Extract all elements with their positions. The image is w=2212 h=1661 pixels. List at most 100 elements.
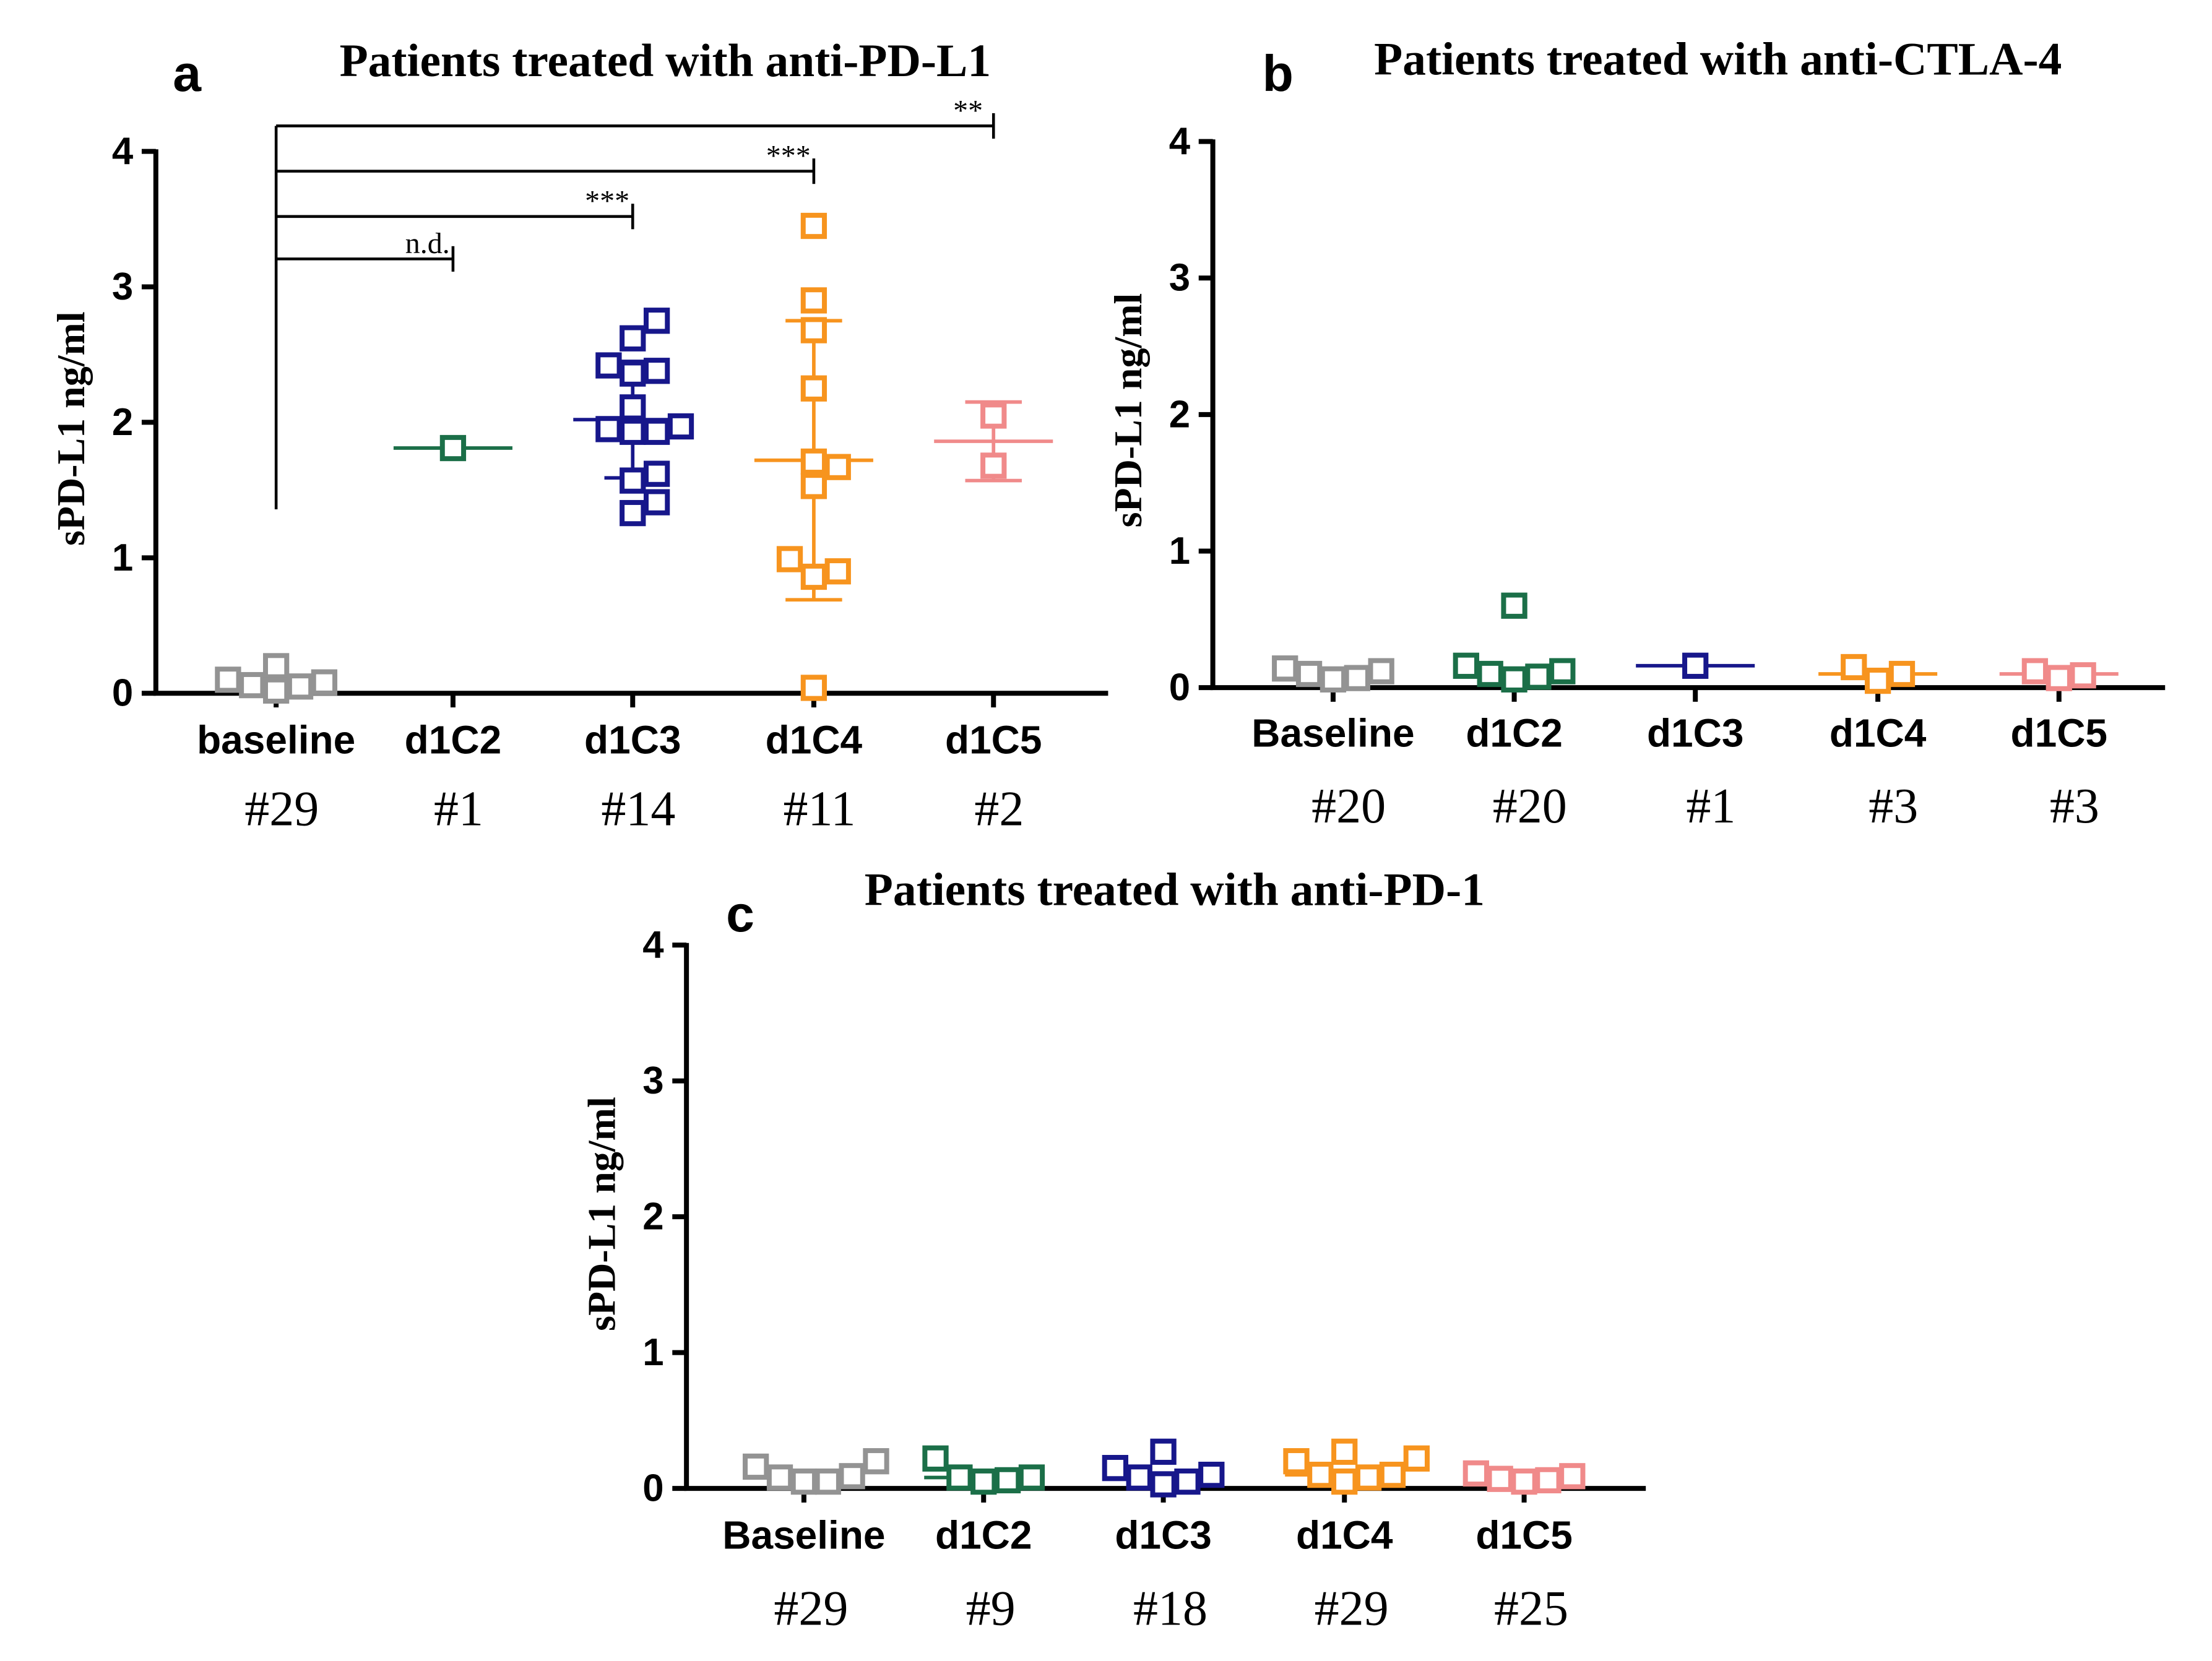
data-point [776, 546, 803, 572]
y-tick-label: 1 [112, 537, 133, 579]
data-point [667, 413, 694, 440]
significance-label: ** [953, 94, 983, 127]
series-2 [1102, 1438, 1225, 1498]
sample-count-label: #2 [974, 782, 1024, 837]
y-tick-label: 4 [112, 130, 133, 173]
data-point [1501, 592, 1527, 619]
y-tick-label: 4 [642, 924, 663, 967]
data-point [439, 434, 467, 462]
sample-count-label: #1 [1686, 779, 1735, 834]
data-point [1283, 1448, 1310, 1475]
y-tick-label: 4 [1169, 120, 1190, 163]
data-point [1864, 667, 1891, 694]
data-point [1355, 1464, 1382, 1491]
sample-count-label: #1 [434, 782, 483, 837]
x-category-label: Baseline [722, 1513, 885, 1558]
y-tick-label: 2 [112, 401, 133, 444]
x-category-label: d1C2 [405, 718, 502, 762]
data-point [262, 677, 290, 704]
y-tick-label: 0 [1169, 667, 1190, 709]
panel-a: a Patients treated with anti-PD-L1 sPD-L1 … [49, 35, 1108, 837]
data-point [620, 418, 646, 445]
data-point [814, 1468, 841, 1495]
sample-count-label: #20 [1493, 779, 1567, 834]
panel-letter: b [1263, 45, 1294, 102]
sample-count-label: #14 [601, 782, 675, 837]
data-point [1888, 660, 1916, 688]
y-axis-label: sPD-L1 ng/ml [1106, 293, 1150, 528]
y-tick-label: 1 [1169, 530, 1190, 572]
data-point [800, 563, 827, 590]
data-point [1462, 1460, 1489, 1487]
data-point [643, 489, 670, 516]
data-point [1511, 1468, 1537, 1495]
series-2 [573, 308, 694, 527]
series-4 [1999, 658, 2119, 691]
sample-count-label: #25 [1494, 1581, 1568, 1636]
data-point [643, 358, 670, 384]
sample-count-label: #3 [1869, 779, 1918, 834]
data-point [1682, 652, 1709, 679]
sample-count-label: #18 [1133, 1581, 1208, 1636]
data-point [287, 673, 314, 700]
y-tick-label: 2 [1169, 393, 1190, 436]
x-category-label: d1C3 [584, 718, 681, 762]
data-point [2046, 665, 2072, 691]
data-point [922, 1445, 949, 1472]
y-axis-label: sPD-L1 ng/ml [49, 311, 93, 546]
data-point [766, 1464, 793, 1491]
series-1 [393, 434, 512, 462]
data-point [620, 394, 646, 421]
data-point [262, 653, 290, 680]
data-point [595, 352, 622, 379]
y-tick-label: 0 [112, 672, 133, 715]
data-point [1174, 1468, 1201, 1495]
data-point [2070, 662, 2096, 689]
data-point [643, 460, 670, 487]
data-point [743, 1453, 769, 1480]
y-axis-label: sPD-L1 ng/ml [579, 1097, 623, 1331]
sample-count-label: #29 [1315, 1581, 1389, 1636]
data-point [824, 454, 851, 480]
x-category-label: d1C5 [1475, 1513, 1573, 1558]
data-point [1198, 1461, 1225, 1488]
series-0 [1272, 655, 1394, 693]
data-point [800, 317, 827, 343]
panel-title: Patients treated with anti-PD-1 [865, 865, 1485, 916]
data-point [790, 1468, 818, 1495]
series-1 [922, 1445, 1045, 1495]
y-tick-label: 2 [642, 1196, 663, 1238]
series-2 [1636, 652, 1755, 679]
panel-title: Patients treated with anti-PD-L1 [340, 35, 991, 87]
significance-label: *** [585, 185, 629, 218]
data-point [1295, 660, 1323, 688]
x-category-label: d1C4 [1830, 710, 1927, 755]
data-point [1018, 1464, 1045, 1491]
data-point [1525, 663, 1552, 690]
data-point [1559, 1463, 1586, 1490]
sample-count-label: #20 [1311, 779, 1386, 834]
series-4 [934, 400, 1053, 483]
data-point [970, 1468, 997, 1495]
data-point [800, 375, 827, 402]
x-category-label: d1C3 [1647, 710, 1744, 755]
data-point [863, 1448, 889, 1475]
data-point [800, 287, 827, 314]
panel-c: c Patients treated with anti-PD-1 sPD-L1 n… [579, 865, 1646, 1636]
panel-title: Patients treated with anti-CTLA-4 [1374, 34, 2062, 85]
x-category-label: d1C4 [766, 718, 863, 762]
x-category-label: d1C2 [1466, 710, 1563, 755]
x-category-label: d1C5 [945, 718, 1042, 762]
series-3 [754, 212, 873, 701]
data-point [643, 308, 670, 334]
data-point [824, 558, 851, 585]
panel-b: b Patients treated with anti-CTLA-4 sPD-L1… [1106, 34, 2166, 834]
data-point [1331, 1468, 1358, 1495]
data-point [1126, 1464, 1152, 1491]
data-point [1102, 1455, 1129, 1482]
data-point [643, 418, 670, 445]
series-1 [1453, 592, 1576, 693]
data-point [620, 325, 646, 352]
data-point [1549, 658, 1576, 684]
